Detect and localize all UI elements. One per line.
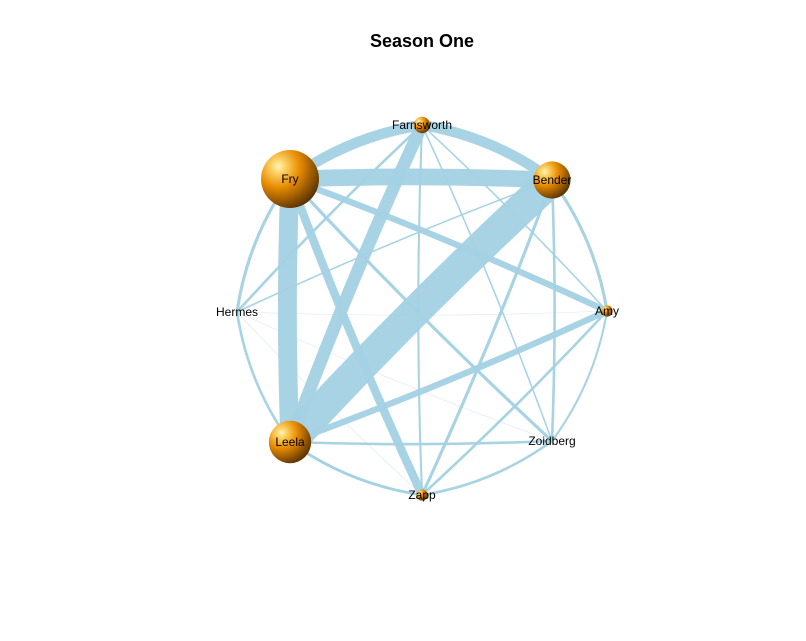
node-zoidberg[interactable]: Zoidberg [528,434,575,448]
node-zapp-label: Zapp [408,488,436,502]
edge-leela-amy [286,307,611,446]
node-bender-ball [533,161,571,199]
edge-bender-hermes [236,179,553,313]
node-hermes[interactable]: Hermes [216,305,258,319]
edge-farnsworth-zoidberg [421,124,553,442]
node-leela-label: Leela [275,435,305,449]
node-fry[interactable]: Fry [261,150,319,208]
edge-farnsworth-leela [283,118,429,449]
edge-bender-zoidberg [550,178,556,443]
edges-layer [235,118,611,500]
node-leela-ball [268,420,312,464]
node-bender[interactable]: Bender [533,161,572,199]
node-zapp-ball [416,489,428,501]
node-farnsworth-label: Farnsworth [392,118,452,132]
edge-fry-leela [277,169,300,452]
node-leela[interactable]: Leela [268,420,312,464]
node-amy-label: Amy [595,304,619,318]
edge-amy-zoidberg [550,309,609,443]
node-bender-label: Bender [533,173,572,187]
edge-amy-hermes [236,310,608,316]
nodes-layer: Farnsworth Bender Amy Zoidberg Zapp Leela Herm… [216,116,619,502]
node-fry-ball [261,150,319,208]
edge-amy-zapp [420,309,609,497]
node-hermes-label: Hermes [216,305,258,319]
edge-zoidberg-zapp [420,439,554,497]
edge-farnsworth-hermes [235,123,424,314]
edge-farnsworth-zapp [417,123,424,497]
node-amy[interactable]: Amy [595,304,619,318]
node-zoidberg-label: Zoidberg [528,434,575,448]
node-fry-label: Fry [281,172,298,186]
edge-hermes-zapp [236,311,423,496]
node-farnsworth[interactable]: Farnsworth [392,116,452,134]
node-zapp[interactable]: Zapp [408,488,436,502]
node-farnsworth-ball [413,116,431,134]
edge-farnsworth-amy [421,124,608,312]
diagram-title: Season One [370,31,474,51]
node-amy-ball [601,305,613,317]
edge-hermes-zoidberg [236,311,553,442]
edge-fry-amy [286,175,611,315]
edge-bender-zapp [420,178,554,497]
edge-fry-zapp [285,174,427,500]
